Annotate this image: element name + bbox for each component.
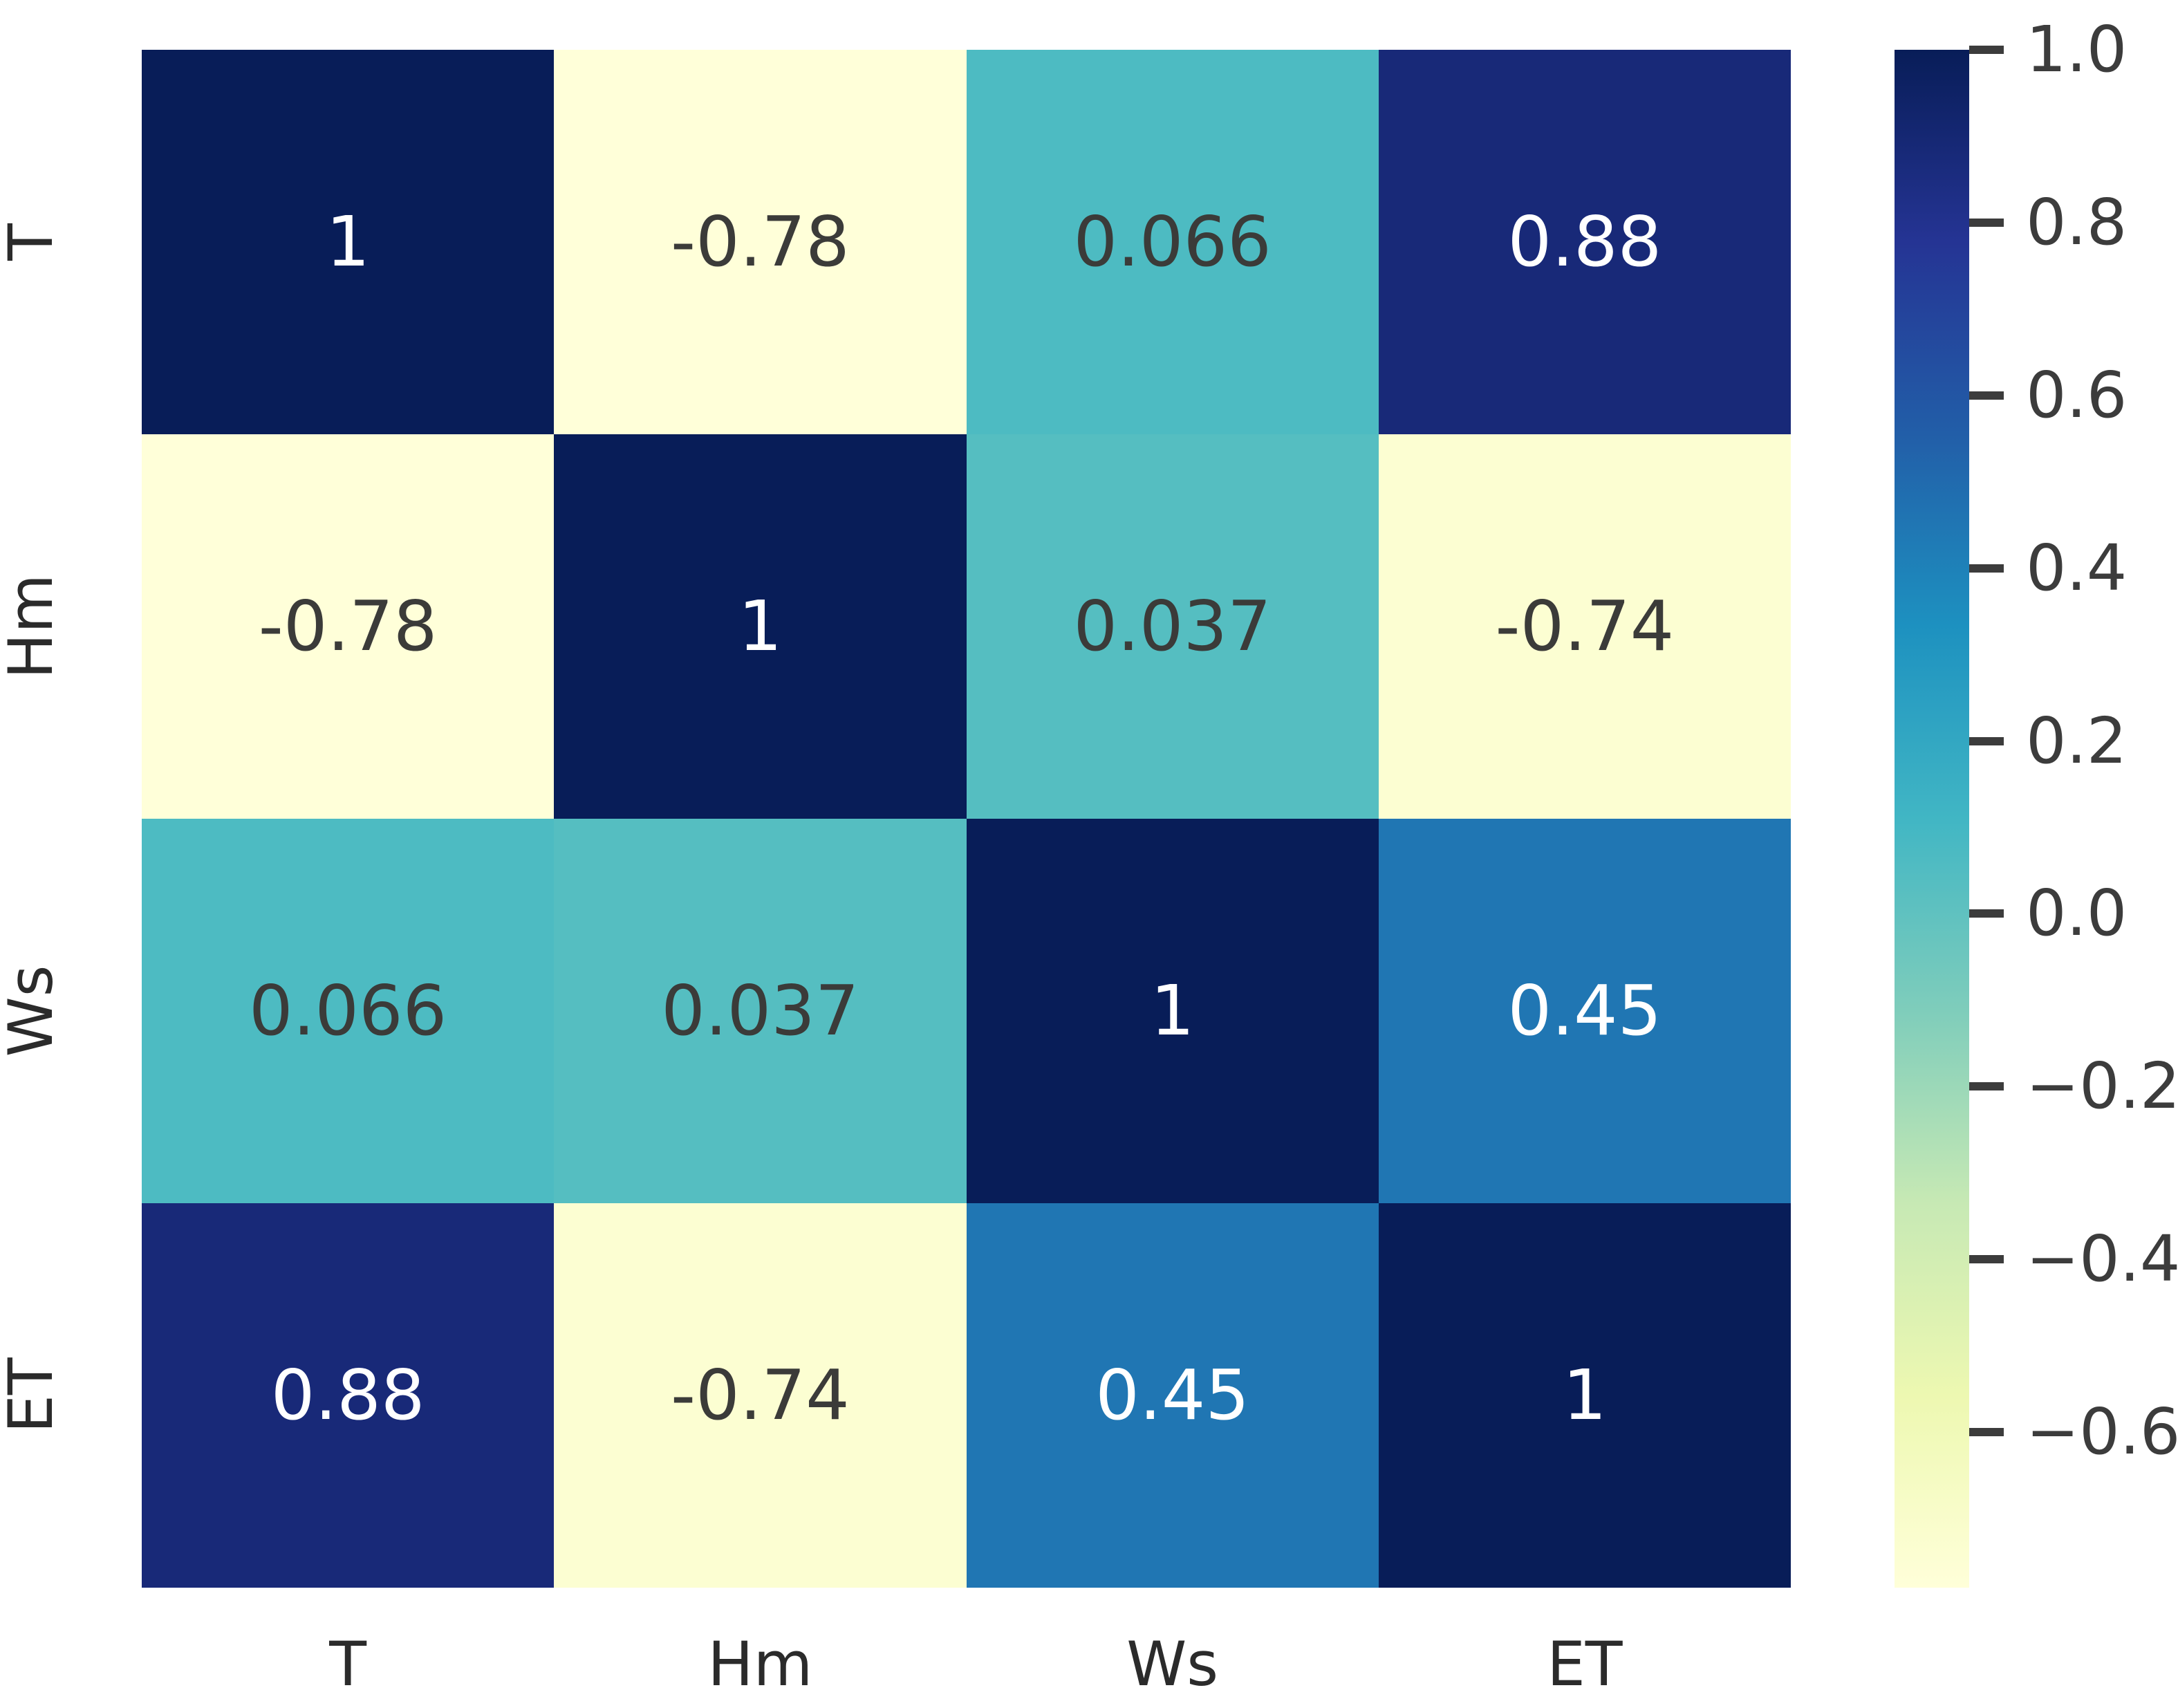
colorbar-tick — [1969, 736, 2004, 745]
x-tick-label-T: T — [329, 1628, 367, 1700]
heatmap-grid: 1 -0.78 0.066 0.88 -0.78 1 0.037 -0.74 0.066 0.03… — [142, 50, 1791, 1588]
heatmap-cell-T-ET: 0.88 — [1378, 50, 1791, 434]
cell-value: 0.037 — [1073, 586, 1272, 667]
heatmap-cell-Ws-Ws: 1 — [966, 819, 1379, 1203]
x-tick-label-Ws: Ws — [1126, 1628, 1219, 1700]
colorbar-tick — [1969, 1255, 2004, 1264]
colorbar-tick-label-0.8: 0.8 — [2026, 185, 2128, 259]
heatmap-cell-ET-Hm: -0.74 — [554, 1203, 967, 1588]
cell-value: -0.78 — [671, 201, 850, 282]
heatmap-cell-Hm-Hm: 1 — [554, 434, 967, 819]
heatmap-cell-Ws-Hm: 0.037 — [554, 819, 967, 1203]
y-tick-label-Hm: Hm — [0, 574, 66, 679]
cell-value: 1 — [1150, 970, 1195, 1051]
heatmap-cell-ET-Ws: 0.45 — [966, 1203, 1379, 1588]
cell-value: 0.88 — [270, 1355, 425, 1436]
cell-value: -0.74 — [671, 1355, 850, 1436]
colorbar-tick — [1969, 391, 2004, 400]
colorbar-tick — [1969, 909, 2004, 918]
colorbar-tick-label-−0.4: −0.4 — [2026, 1222, 2178, 1297]
y-tick-label-Ws: Ws — [0, 965, 66, 1057]
colorbar-tick-label-1.0: 1.0 — [2026, 12, 2128, 86]
colorbar-tick-label-0.6: 0.6 — [2026, 358, 2128, 432]
heatmap-cell-Ws-T: 0.066 — [142, 819, 555, 1203]
heatmap-cell-Hm-Ws: 0.037 — [966, 434, 1379, 819]
colorbar-tick — [1969, 218, 2004, 227]
heatmap-cell-ET-ET: 1 — [1378, 1203, 1791, 1588]
cell-value: 1 — [738, 586, 783, 667]
colorbar-tick-label-−0.2: −0.2 — [2026, 1049, 2178, 1124]
colorbar-tick — [1969, 1428, 2004, 1437]
heatmap-cell-Ws-ET: 0.45 — [1378, 819, 1791, 1203]
cell-value: 0.45 — [1507, 970, 1662, 1051]
colorbar-tick-label-0.0: 0.0 — [2026, 876, 2128, 951]
heatmap-cell-Hm-ET: -0.74 — [1378, 434, 1791, 819]
colorbar-gradient — [1895, 50, 1969, 1588]
y-tick-label-T: T — [0, 223, 66, 261]
colorbar-tick — [1969, 564, 2004, 573]
colorbar-tick-label-0.4: 0.4 — [2026, 530, 2128, 605]
colorbar-tick — [1969, 1082, 2004, 1091]
cell-value: -0.78 — [258, 586, 438, 667]
x-tick-label-ET: ET — [1547, 1628, 1623, 1700]
cell-value: 0.45 — [1095, 1355, 1249, 1436]
cell-value: 0.066 — [1073, 201, 1272, 282]
heatmap-cell-ET-T: 0.88 — [142, 1203, 555, 1588]
colorbar-tick-label-−0.6: −0.6 — [2026, 1395, 2178, 1469]
cell-value: -0.74 — [1495, 586, 1675, 667]
cell-value: 0.066 — [248, 970, 447, 1051]
colorbar-tick — [1969, 46, 2004, 54]
heatmap-cell-T-T: 1 — [142, 50, 555, 434]
cell-value: 0.88 — [1507, 201, 1662, 282]
cell-value: 1 — [326, 201, 370, 282]
colorbar-tick-label-0.2: 0.2 — [2026, 703, 2128, 778]
x-tick-label-Hm: Hm — [707, 1628, 813, 1700]
heatmap-cell-Hm-T: -0.78 — [142, 434, 555, 819]
heatmap-cell-T-Ws: 0.066 — [966, 50, 1379, 434]
heatmap-cell-T-Hm: -0.78 — [554, 50, 967, 434]
cell-value: 1 — [1563, 1355, 1607, 1436]
cell-value: 0.037 — [661, 970, 859, 1051]
y-tick-label-ET: ET — [0, 1357, 66, 1433]
